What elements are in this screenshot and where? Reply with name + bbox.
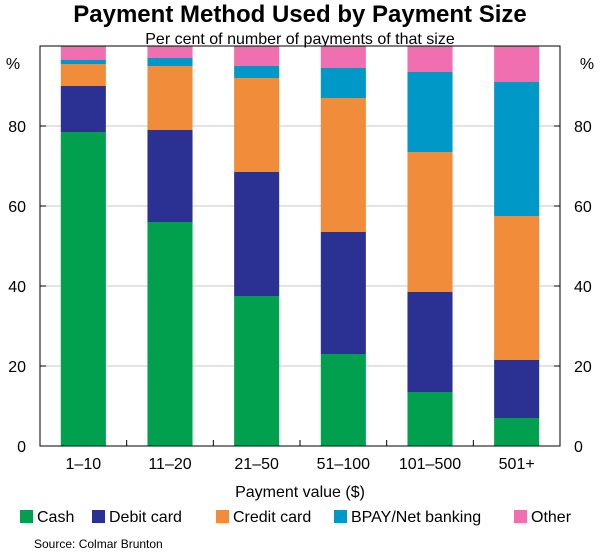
bar-segment bbox=[60, 64, 106, 86]
bar-segment bbox=[147, 46, 193, 58]
bars bbox=[60, 46, 540, 446]
bar-segment bbox=[60, 46, 106, 60]
chart-subtitle: Per cent of number of payments of that s… bbox=[145, 31, 455, 48]
legend-swatch bbox=[20, 510, 33, 523]
x-tick-label: 21–50 bbox=[234, 456, 279, 473]
bar-segment bbox=[234, 66, 280, 78]
bar-segment bbox=[60, 132, 106, 446]
bar-segment bbox=[320, 46, 366, 68]
bar-segment bbox=[234, 46, 280, 66]
bar-segment bbox=[407, 292, 453, 392]
x-tick-labels: 1–10 11–20 21–50 51–100 101–500 501+ bbox=[66, 456, 535, 473]
bar-segment bbox=[494, 360, 540, 418]
bar-segment bbox=[407, 72, 453, 152]
bar-segment bbox=[320, 232, 366, 354]
x-tick-label: 11–20 bbox=[148, 456, 191, 473]
bar-segment bbox=[494, 216, 540, 360]
bar-segment bbox=[147, 58, 193, 66]
x-tick-label: 501+ bbox=[499, 456, 535, 473]
y-tick-label: 0 bbox=[17, 439, 26, 456]
bar-segment bbox=[234, 296, 280, 446]
legend-swatch bbox=[92, 510, 105, 523]
y-tick-label: 20 bbox=[8, 359, 26, 376]
y-axis-unit-left: % bbox=[6, 56, 20, 73]
y-axis-unit-right: % bbox=[580, 56, 594, 73]
bar-segment bbox=[60, 86, 106, 132]
bar-segment bbox=[407, 392, 453, 446]
y-tick-label: 80 bbox=[574, 119, 592, 136]
legend-swatch bbox=[216, 510, 229, 523]
bar-segment bbox=[320, 354, 366, 446]
y-tick-label: 40 bbox=[574, 279, 592, 296]
bar-segment bbox=[494, 82, 540, 216]
bar-segment bbox=[494, 418, 540, 446]
bar-segment bbox=[234, 172, 280, 296]
legend-label: Cash bbox=[37, 509, 74, 526]
x-tick-label: 51–100 bbox=[317, 456, 370, 473]
y-tick-label: 60 bbox=[8, 199, 26, 216]
bar-segment bbox=[234, 78, 280, 172]
legend-swatch bbox=[334, 510, 347, 523]
y-tick-label: 20 bbox=[574, 359, 592, 376]
bar-segment bbox=[407, 152, 453, 292]
source-note: Source: Colmar Brunton bbox=[34, 537, 163, 551]
x-tick-label: 101–500 bbox=[399, 456, 461, 473]
legend-label: Debit card bbox=[109, 509, 182, 526]
bar-segment bbox=[147, 130, 193, 222]
legend-label: Credit card bbox=[233, 509, 311, 526]
legend-label: BPAY/Net banking bbox=[351, 509, 481, 526]
legend-label: Other bbox=[531, 509, 572, 526]
gridlines bbox=[40, 125, 560, 367]
y-tick-labels-right: 0 20 40 60 80 bbox=[574, 119, 592, 456]
bar-segment bbox=[320, 98, 366, 232]
x-axis-label: Payment value ($) bbox=[235, 484, 365, 501]
axes bbox=[39, 45, 561, 447]
y-tick-label: 40 bbox=[8, 279, 26, 296]
x-tick-label: 1–10 bbox=[66, 456, 102, 473]
y-tick-label: 0 bbox=[574, 439, 583, 456]
y-tick-labels-left: 0 20 40 60 80 bbox=[8, 119, 26, 456]
bar-segment bbox=[147, 66, 193, 130]
legend-swatch bbox=[514, 510, 527, 523]
y-tick-label: 80 bbox=[8, 119, 26, 136]
bar-segment bbox=[407, 46, 453, 72]
legend: Cash Debit card Credit card BPAY/Net bankin… bbox=[20, 509, 572, 526]
bar-segment bbox=[494, 46, 540, 82]
plot-frame bbox=[39, 45, 561, 447]
bar-segment bbox=[320, 68, 366, 98]
y-tick-label: 60 bbox=[574, 199, 592, 216]
chart-title: Payment Method Used by Payment Size bbox=[73, 1, 526, 28]
bar-segment bbox=[60, 60, 106, 64]
bar-segment bbox=[147, 222, 193, 446]
